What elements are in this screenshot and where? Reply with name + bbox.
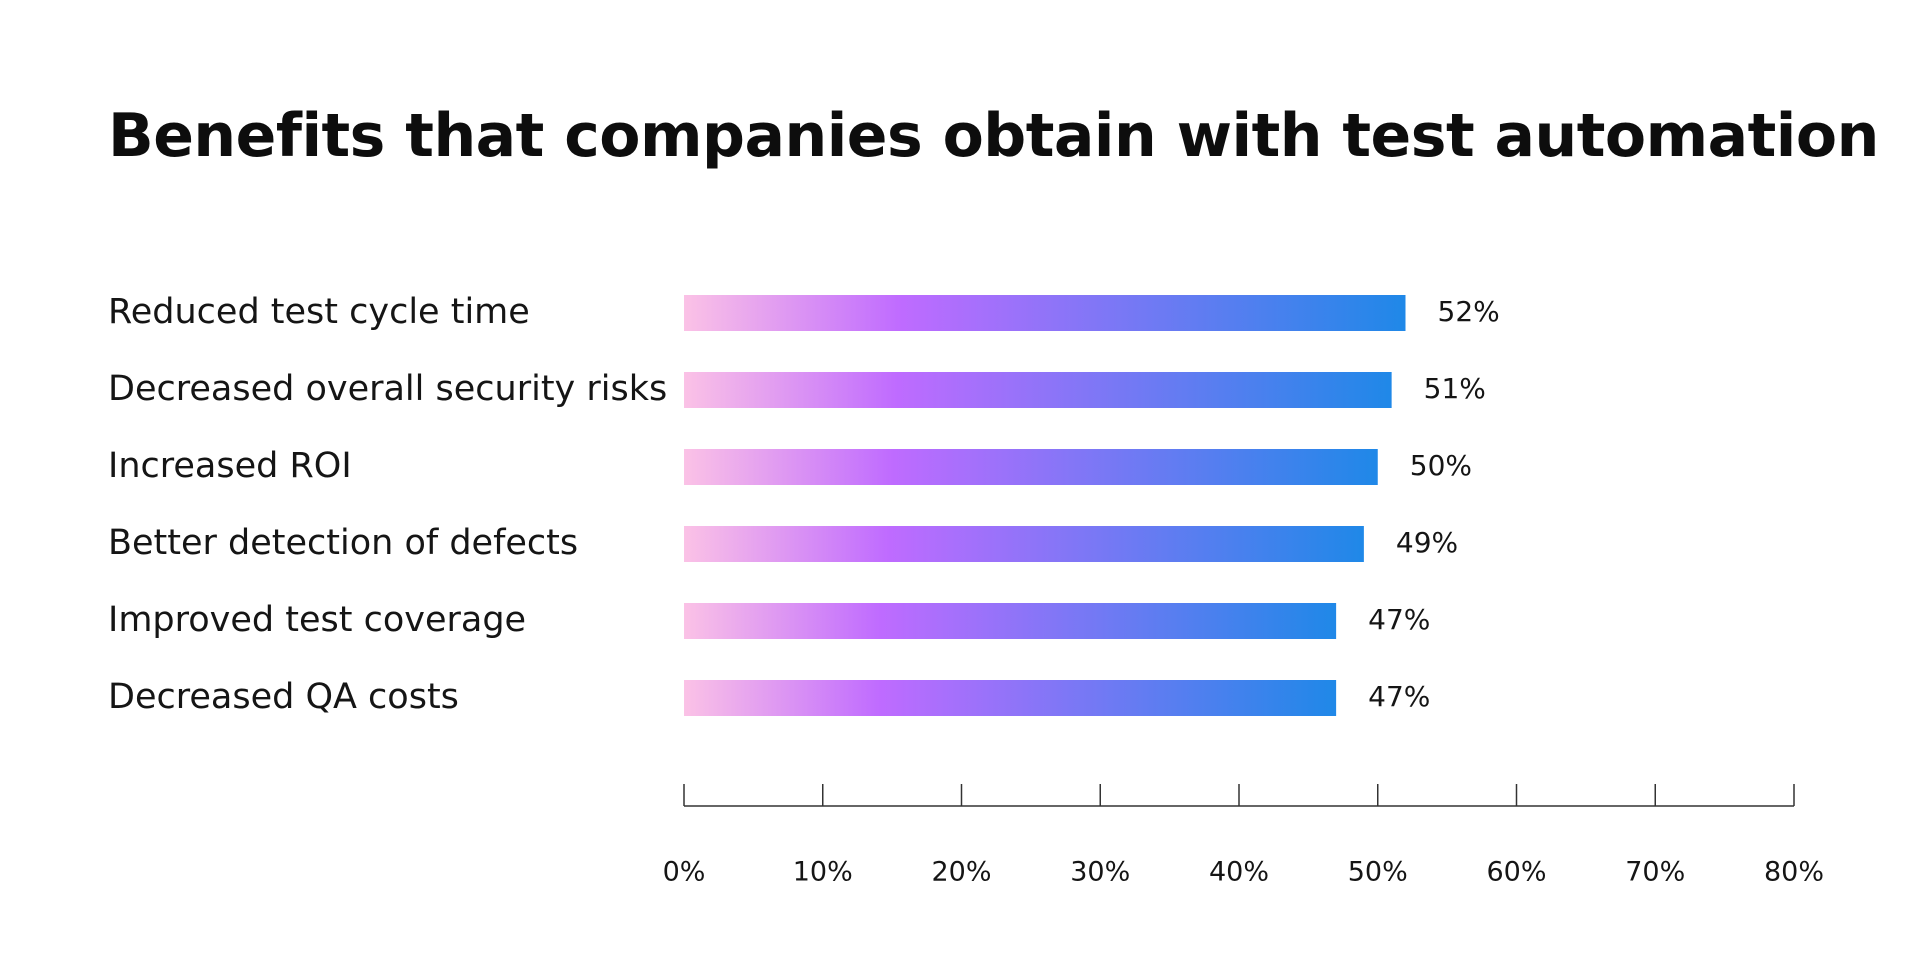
category-label: Increased ROI <box>108 446 352 486</box>
bar <box>684 680 1337 716</box>
x-tick-label: 40% <box>1209 857 1269 888</box>
x-tick-label: 20% <box>931 857 991 888</box>
x-tick-label: 10% <box>793 857 853 888</box>
x-tick-label: 70% <box>1625 857 1685 888</box>
bar-value-label: 47% <box>1368 603 1430 636</box>
bar <box>684 295 1406 331</box>
x-tick-label: 60% <box>1486 857 1546 888</box>
x-axis: 0% 10% 20% 30% 40% 50% 60% 70% 80% <box>663 784 1824 888</box>
bar-value-label: 52% <box>1438 295 1500 328</box>
value-labels: 52% 51% 50% 49% 47% 47% <box>1368 295 1500 713</box>
x-tick-label: 30% <box>1070 857 1130 888</box>
category-labels: Reduced test cycle time Decreased overall… <box>108 292 667 717</box>
bar <box>684 526 1364 562</box>
x-tick-label: 80% <box>1764 857 1824 888</box>
bar-value-label: 51% <box>1424 372 1486 405</box>
category-label: Reduced test cycle time <box>108 292 530 332</box>
x-tick-label: 0% <box>663 857 706 888</box>
bar <box>684 449 1378 485</box>
category-label: Better detection of defects <box>108 523 578 563</box>
category-label: Improved test coverage <box>108 600 526 640</box>
bar-value-label: 47% <box>1368 680 1430 713</box>
category-label: Decreased overall security risks <box>108 369 667 409</box>
bar <box>684 372 1392 408</box>
bar-value-label: 50% <box>1410 449 1472 482</box>
chart-title: Benefits that companies obtain with test… <box>108 101 1879 171</box>
bars <box>684 295 1406 716</box>
bar <box>684 603 1337 639</box>
bar-value-label: 49% <box>1396 526 1458 559</box>
category-label: Decreased QA costs <box>108 677 459 717</box>
x-tick-label: 50% <box>1348 857 1408 888</box>
